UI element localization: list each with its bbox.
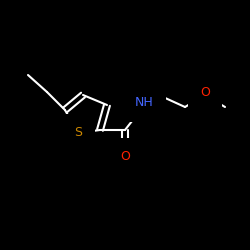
Text: S: S [74, 126, 82, 140]
Text: O: O [120, 150, 130, 164]
Text: NH: NH [134, 96, 154, 110]
Text: O: O [200, 86, 210, 100]
